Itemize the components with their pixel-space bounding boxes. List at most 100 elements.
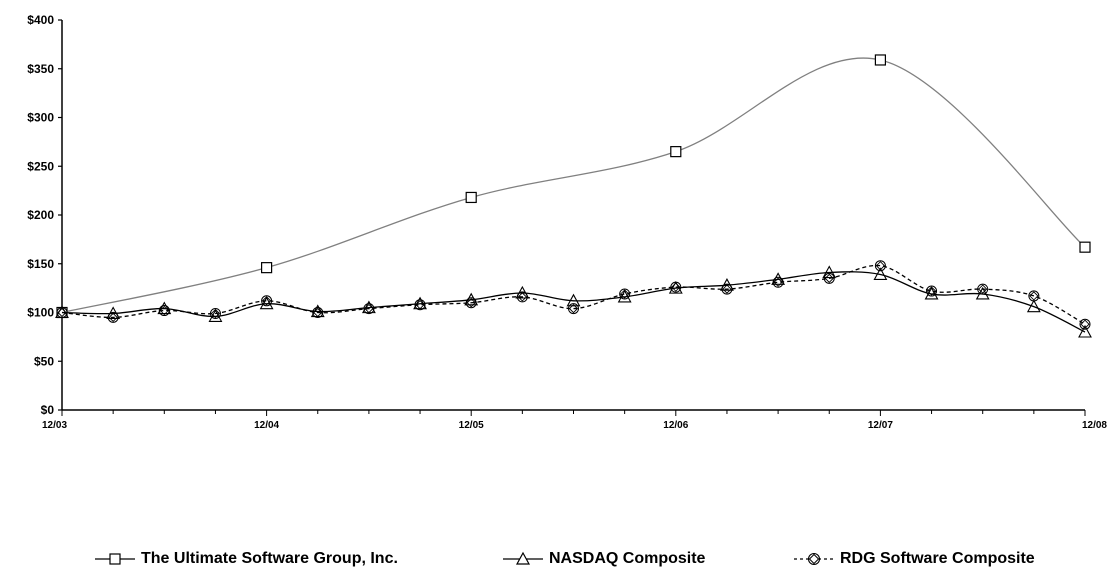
- chart-series: [55, 54, 1092, 338]
- y-tick-label: $200: [27, 208, 54, 222]
- legend-swatch-square: [95, 553, 135, 565]
- data-point-circle: [1028, 290, 1040, 302]
- data-point-diamond-circle: [568, 303, 579, 315]
- data-point-diamond: [1080, 319, 1090, 329]
- data-point-diamond-circle: [363, 303, 375, 315]
- series-0: [56, 54, 1091, 319]
- legend-swatch-diamond-circle: [794, 552, 834, 566]
- data-point-square: [874, 54, 887, 66]
- data-point-diamond: [568, 303, 579, 314]
- data-point-diamond-circle: [823, 272, 835, 284]
- data-point-circle: [1079, 318, 1091, 330]
- data-point-square: [1079, 241, 1091, 253]
- data-point-diamond-circle: [977, 283, 989, 295]
- data-point-circle: [772, 276, 784, 288]
- data-point-diamond-circle: [261, 295, 273, 307]
- data-point-diamond-circle: [414, 299, 426, 311]
- legend-swatch-triangle: [503, 551, 543, 565]
- data-point-diamond: [466, 298, 476, 308]
- data-point-diamond: [108, 312, 118, 323]
- x-tick-label: 12/05: [459, 420, 484, 431]
- data-point-diamond: [1029, 291, 1039, 301]
- data-point-diamond: [926, 286, 937, 296]
- data-point-diamond: [415, 300, 425, 310]
- data-point-circle: [209, 307, 221, 319]
- data-point-diamond: [620, 289, 630, 299]
- data-point-diamond-circle: [516, 291, 528, 303]
- data-point-circle: [414, 299, 426, 311]
- data-point-circle: [363, 303, 375, 315]
- data-point-triangle: [873, 267, 888, 281]
- data-point-circle: [465, 297, 477, 309]
- legend-item-rdg: RDG Software Composite: [794, 546, 1035, 572]
- data-point-diamond-circle: [926, 285, 938, 297]
- data-point-circle: [107, 311, 119, 323]
- data-point-diamond-circle: [874, 260, 886, 272]
- y-tick-label: $300: [27, 111, 54, 125]
- data-point-diamond: [210, 308, 221, 319]
- y-tick-label: $350: [27, 62, 54, 76]
- data-point-square: [465, 191, 477, 204]
- data-point-triangle: [617, 289, 632, 303]
- x-tick-label: 12/06: [663, 420, 688, 431]
- data-point-triangle: [1026, 299, 1041, 313]
- data-point-circle: [261, 295, 273, 307]
- data-point-triangle: [208, 309, 223, 322]
- data-point-circle: [977, 283, 989, 295]
- data-point-circle: [823, 272, 835, 284]
- y-tick-label: $400: [27, 13, 54, 27]
- data-point-diamond-circle: [107, 311, 119, 323]
- x-tick-label: 12/07: [868, 420, 893, 431]
- data-point-diamond-circle: [158, 305, 170, 317]
- data-point-circle: [312, 307, 324, 318]
- data-point-diamond-circle: [721, 283, 733, 295]
- chart-axes: $0 $50 $100 $150 $200 $250 $300 $350 $400 12/03 12…: [27, 13, 1107, 431]
- data-point-diamond-circle: [465, 297, 477, 309]
- series-1: [55, 265, 1092, 338]
- data-point-square: [670, 146, 682, 158]
- chart-legend: The Ultimate Software Group, Inc. NASDAQ…: [0, 546, 1109, 572]
- data-point-diamond: [773, 277, 783, 287]
- series-2: [56, 260, 1091, 330]
- series-line-1: [61, 271, 1086, 333]
- data-point-diamond: [57, 307, 67, 318]
- data-point-circle: [158, 305, 170, 317]
- data-point-diamond-circle: [209, 307, 221, 319]
- x-tick-label: 12/04: [254, 420, 279, 431]
- data-point-circle: [619, 288, 631, 300]
- line-chart: $0 $50 $100 $150 $200 $250 $300 $350 $400 12/03 12…: [27, 13, 1107, 431]
- series-line-2: [61, 264, 1086, 325]
- data-point-triangle: [1078, 324, 1092, 338]
- data-point-circle: [516, 291, 528, 303]
- y-tick-label: $100: [27, 306, 54, 320]
- y-tick-label: $50: [34, 354, 54, 368]
- legend-label-rdg: RDG Software Composite: [840, 550, 1035, 567]
- data-point-diamond: [364, 303, 374, 314]
- data-point-circle: [568, 303, 579, 315]
- data-point-diamond: [824, 273, 834, 284]
- data-point-diamond-circle: [56, 307, 68, 318]
- data-point-diamond-circle: [1079, 318, 1091, 330]
- data-point-triangle: [566, 293, 581, 307]
- data-point-diamond: [313, 307, 323, 318]
- y-tick-label: $0: [41, 403, 55, 417]
- legend-label-nasdaq: NASDAQ Composite: [549, 550, 706, 567]
- legend-item-nasdaq: NASDAQ Composite: [503, 546, 705, 572]
- data-point-diamond: [261, 296, 272, 306]
- x-tick-label: 12/03: [42, 420, 67, 431]
- data-point-diamond-circle: [670, 281, 682, 293]
- data-point-triangle: [822, 265, 837, 279]
- data-point-circle: [670, 281, 682, 293]
- data-point-triangle: [157, 301, 172, 315]
- data-point-diamond: [722, 284, 732, 294]
- data-point-triangle: [924, 286, 939, 300]
- legend-label-ultimate: The Ultimate Software Group, Inc.: [141, 550, 398, 567]
- data-point-diamond: [978, 284, 988, 294]
- data-point-diamond-circle: [772, 276, 784, 288]
- series-line-0: [61, 57, 1086, 314]
- data-point-square: [261, 262, 273, 274]
- data-point-diamond: [671, 282, 681, 292]
- data-point-diamond: [159, 305, 169, 316]
- data-point-diamond: [875, 261, 886, 271]
- data-point-diamond-circle: [1028, 290, 1040, 302]
